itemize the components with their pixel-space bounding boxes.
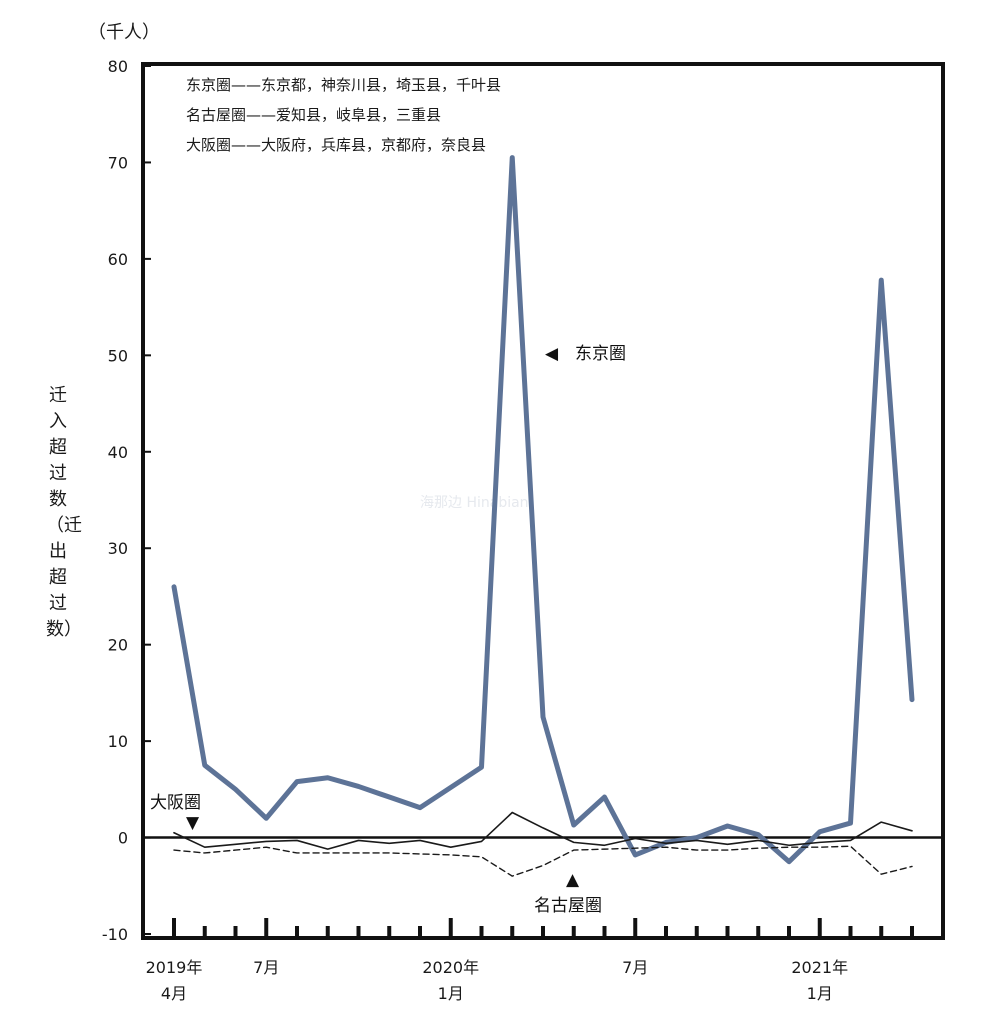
annotation-arrow-tokyo: ◀ [545, 344, 559, 364]
y-tick-label: 80 [108, 57, 128, 76]
y-tick-label: 30 [108, 539, 128, 558]
x-tick-mark [633, 918, 638, 938]
series-line-nagoya [173, 845, 913, 877]
x-tick-label: 2019年 4月 [146, 958, 203, 1003]
series-line-tokyo [171, 155, 915, 865]
y-tick-label: 60 [108, 250, 128, 269]
x-tick-mark [448, 918, 453, 938]
x-tick-label: 7月 [622, 958, 648, 977]
region-note: 名古屋圈——爱知县，岐阜县，三重县 [186, 106, 441, 124]
x-tick-mark [571, 926, 576, 938]
annotation-label-nagoya: 名古屋圈 [534, 896, 602, 916]
y-tick-label: 50 [108, 346, 128, 365]
y-tick-label: 0 [118, 829, 128, 848]
x-tick-mark [387, 926, 392, 938]
x-tick-label: 2021年 1月 [791, 958, 848, 1003]
plot-frame [141, 62, 945, 940]
x-tick-mark [910, 926, 914, 938]
annotation-label-osaka: 大阪圈 [150, 793, 201, 813]
x-tick-mark [418, 926, 422, 938]
annotation-label-tokyo: 东京圈 [575, 344, 626, 364]
x-tick-mark [325, 926, 330, 938]
series-line-osaka [173, 811, 913, 850]
series-layer [171, 155, 915, 877]
x-tick-mark [756, 926, 761, 938]
x-tick-mark [541, 926, 545, 938]
y-tick-label: 70 [108, 153, 128, 172]
x-tick-mark [787, 926, 791, 938]
y-unit-label: （千人） [88, 22, 160, 43]
x-tick-mark [264, 918, 269, 938]
x-tick-mark [602, 926, 607, 938]
watermark: 海那边 Hinabian [420, 495, 529, 511]
x-tick-mark [879, 926, 884, 938]
x-tick-mark [725, 926, 730, 938]
x-tick-mark [510, 926, 515, 938]
x-tick-mark [817, 918, 822, 938]
y-tick-label: -10 [102, 925, 128, 944]
x-tick-mark [356, 926, 361, 938]
region-notes: 东京圈——东京都，神奈川县，埼玉县，千叶县名古屋圈——爱知县，岐阜县，三重县大阪… [186, 76, 501, 154]
x-tick-mark [172, 918, 176, 938]
x-tick-label: 7月 [253, 958, 279, 977]
y-tick-label: 40 [108, 443, 128, 462]
y-tick-label: 20 [108, 636, 128, 655]
x-tick-label: 2020年 1月 [422, 958, 479, 1003]
annotation-arrow-nagoya: ▲ [566, 870, 580, 890]
x-tick-mark [295, 926, 299, 938]
region-note: 大阪圈——大阪府，兵库县，京都府，奈良县 [186, 136, 486, 154]
x-tick-mark [694, 926, 699, 938]
x-tick-mark [664, 926, 668, 938]
x-tick-mark [479, 926, 484, 938]
region-note: 东京圈——东京都，神奈川县，埼玉县，千叶县 [186, 76, 501, 94]
x-tick-mark [202, 926, 207, 938]
x-tick-mark [848, 926, 853, 938]
x-axis-ticks: 2019年 4月 7月 2020年 1月 7月 2021年 1月 [146, 918, 914, 1003]
y-tick-label: 10 [108, 732, 128, 751]
x-tick-mark [233, 926, 238, 938]
annotation-arrow-osaka: ▼ [186, 813, 200, 833]
